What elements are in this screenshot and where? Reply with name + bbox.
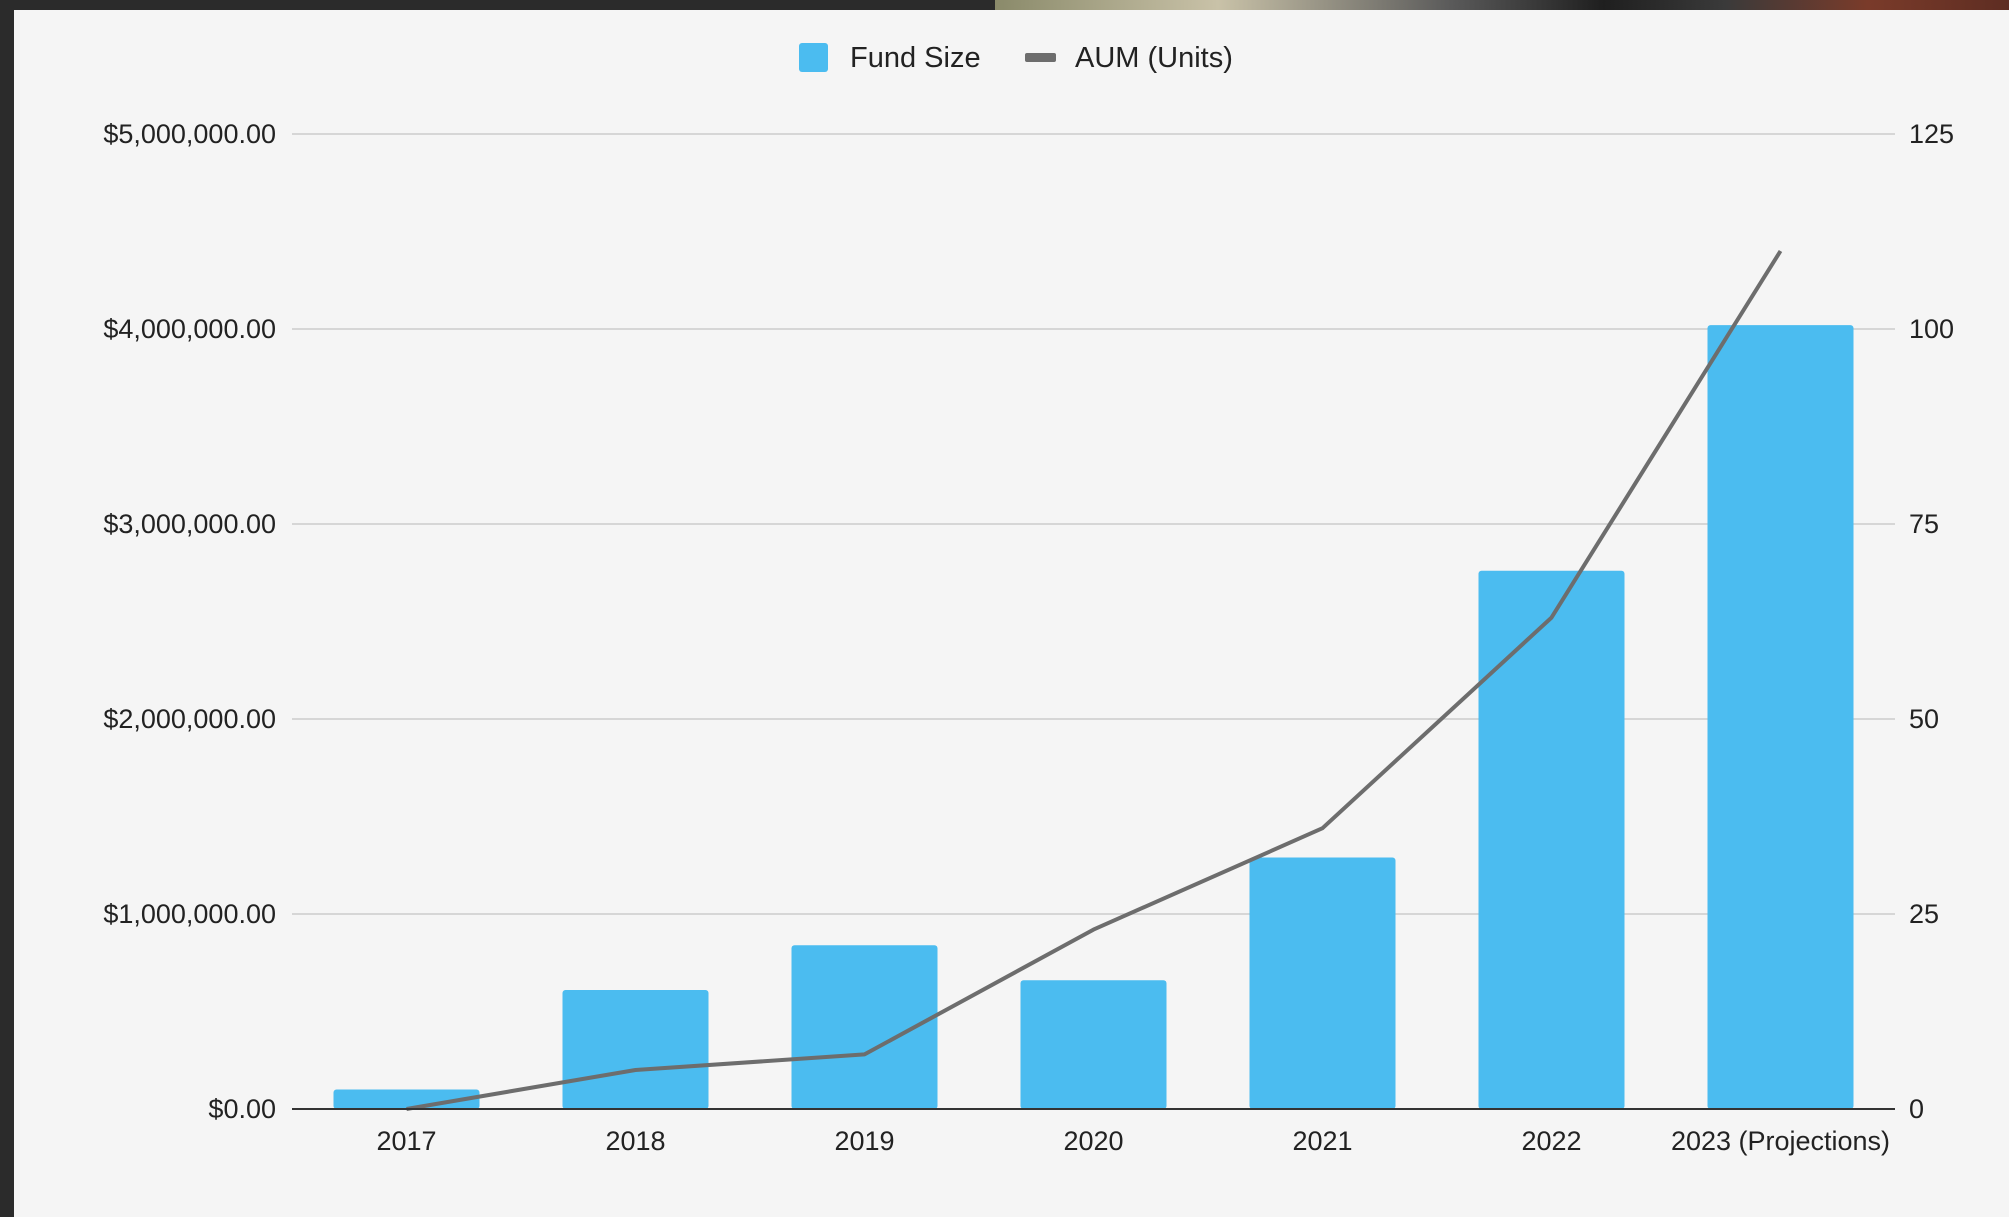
- y-right-tick-label: 0: [1909, 1094, 1924, 1124]
- y-right-tick-label: 50: [1909, 704, 1939, 734]
- bar-2019: [791, 945, 938, 1109]
- x-tick-label-2022: 2022: [1521, 1126, 1581, 1156]
- y-right-tick-label: 125: [1909, 119, 1954, 149]
- fund-size-bars: [333, 325, 1854, 1110]
- legend-label-fund-size: Fund Size: [850, 42, 981, 74]
- x-tick-label-2023-projections: 2023 (Projections): [1671, 1126, 1890, 1156]
- gridlines: [292, 133, 1895, 915]
- aum-line: [406, 249, 1783, 1111]
- bar-2022: [1478, 570, 1625, 1109]
- y-right-tick-label: 75: [1909, 509, 1939, 539]
- y-right-tick-label: 100: [1909, 314, 1954, 344]
- legend: Fund Size AUM (Units): [799, 42, 1233, 74]
- y-left-tick-label: $5,000,000.00: [103, 119, 276, 149]
- x-tick-label-2017: 2017: [376, 1126, 436, 1156]
- y-left-tick-label: $4,000,000.00: [103, 314, 276, 344]
- bar-2021: [1249, 857, 1396, 1109]
- bar-2018: [562, 990, 709, 1109]
- legend-label-aum: AUM (Units): [1075, 42, 1233, 74]
- legend-swatch-fund-size: [799, 43, 828, 72]
- chart-panel: [14, 10, 2009, 1217]
- x-tick-label-2019: 2019: [834, 1126, 894, 1156]
- axes: $0.00 $1,000,000.00 $2,000,000.00 $3,000,00…: [103, 119, 1954, 1156]
- y-right-tick-label: 25: [1909, 899, 1939, 929]
- y-left-tick-label: $3,000,000.00: [103, 509, 276, 539]
- x-tick-label-2021: 2021: [1292, 1126, 1352, 1156]
- y-left-tick-label: $0.00: [208, 1094, 276, 1124]
- legend-swatch-aum: [1025, 53, 1056, 62]
- bar-2020: [1020, 980, 1167, 1109]
- x-tick-label-2020: 2020: [1063, 1126, 1123, 1156]
- y-left-tick-label: $2,000,000.00: [103, 704, 276, 734]
- bar-2023-projections: [1707, 325, 1854, 1110]
- x-tick-label-2018: 2018: [605, 1126, 665, 1156]
- y-left-tick-label: $1,000,000.00: [103, 899, 276, 929]
- aum-line-series: [406, 249, 1783, 1111]
